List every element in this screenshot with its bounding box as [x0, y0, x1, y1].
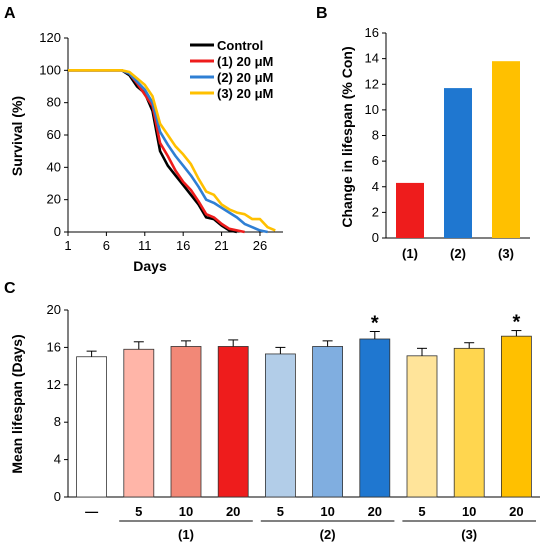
panel-c-significance-mark: * [371, 313, 379, 335]
panel-b-ytick-label: 6 [372, 153, 379, 168]
panel-b-xtick-label: (1) [402, 246, 418, 261]
panel-c-xtick-label: 10 [179, 504, 193, 519]
panel-a-series-line-4 [68, 69, 276, 232]
panel-b-bar [396, 182, 424, 238]
panel-c-group-label: (1) [178, 527, 194, 542]
panel-a-xtick-label: 6 [103, 238, 110, 253]
panel-label-a: A [4, 5, 16, 22]
panel-b-ytick-label: 10 [365, 102, 379, 117]
panel-a-ytick-label: 120 [39, 30, 61, 45]
panel-c-bar [264, 353, 296, 498]
panel-a-xlabel: Days [133, 258, 167, 274]
panel-a-xtick-label: 26 [253, 238, 267, 253]
panel-b-ytick-label: 2 [372, 204, 379, 219]
panel-b-xtick-label: (3) [498, 246, 514, 261]
panel-c-xtick-label: 20 [226, 504, 240, 519]
panel-c-xtick-label: 10 [462, 504, 476, 519]
panel-c-ylabel: Mean lifespan (Days) [9, 334, 25, 473]
panel-a-xtick-label: 16 [176, 238, 190, 253]
panel-b-ytick-label: 4 [372, 179, 379, 194]
panel-c-ytick-label: 12 [47, 377, 61, 392]
panel-c-bar [76, 356, 107, 498]
panel-b-bars: (1) (2) (3) [396, 61, 520, 261]
panel-a-legend-label: (1) 20 μM [217, 54, 273, 69]
panel-c-bar [217, 346, 249, 498]
panel-a-ytick-label: 100 [39, 62, 61, 77]
panel-a-legend: Control(1) 20 μM(2) 20 μM(3) 20 μM [190, 38, 273, 101]
panel-c-bar [170, 346, 202, 498]
panel-a-legend-label: (2) 20 μM [217, 70, 273, 85]
panel-b-ytick-label: 8 [372, 128, 379, 143]
panel-a-xtick-label: 21 [214, 238, 228, 253]
panel-b-xtick-label: (2) [450, 246, 466, 261]
panel-label-c: C [4, 280, 16, 297]
panel-a-legend-label: (3) 20 μM [217, 86, 273, 101]
panel-c-group-label: (3) [461, 527, 477, 542]
panel-b: B 0 2 4 6 8 10 12 14 16 Change in lifespan (% Co… [316, 5, 530, 261]
panel-c-ytick-label: 16 [47, 339, 61, 354]
panel-b-bar [492, 61, 520, 238]
panel-c-ytick-label: 8 [54, 414, 61, 429]
panel-a-xtick-label: 1 [64, 238, 71, 253]
panel-c-bar [359, 338, 391, 498]
panel-c-ytick-label: 4 [54, 452, 61, 467]
panel-c-xtick-label: 10 [320, 504, 334, 519]
panel-a-ytick-label: 40 [47, 159, 61, 174]
panel-c-ytick-label: 0 [54, 489, 61, 504]
panel-c-ytick-label: 20 [47, 302, 61, 317]
panel-c-bars: — 5 10 20 5 10 * 20 5 10 * 20 (1) (2) (3) [76, 312, 536, 542]
panel-c-bar [500, 335, 532, 498]
panel-a-xtick-label: 11 [138, 238, 152, 253]
panel-c: C 0 4 8 12 16 20 Mean lifespan (Days) — 5 10 20 5… [4, 280, 540, 542]
panel-c-significance-mark: * [513, 312, 521, 334]
panel-c-bar [123, 348, 155, 498]
panel-b-ytick-label: 0 [372, 230, 379, 245]
panel-a-ytick-label: 20 [47, 192, 61, 207]
panel-c-xtick-label: 5 [418, 504, 425, 519]
panel-a-ylabel: Survival (%) [9, 96, 25, 176]
panel-c-xtick-label: 5 [135, 504, 142, 519]
panel-c-xtick-label: 20 [368, 504, 382, 519]
panel-b-ylabel: Change in lifespan (% Con) [339, 46, 355, 227]
panel-a-series-line-3 [68, 69, 268, 234]
panel-c-xtick-label: 5 [277, 504, 284, 519]
panel-a-legend-label: Control [217, 38, 263, 53]
panel-c-xtick-label: 20 [509, 504, 523, 519]
panel-b-ytick-label: 12 [365, 76, 379, 91]
panel-label-b: B [316, 5, 328, 22]
panel-a-ytick-label: 0 [54, 224, 61, 239]
panel-c-bar [312, 346, 344, 498]
panel-a-series [68, 69, 276, 234]
panel-c-bar [453, 347, 485, 498]
panel-b-axes: 0 2 4 6 8 10 12 14 16 [365, 25, 530, 245]
panel-b-ytick-label: 14 [365, 51, 379, 66]
panel-b-bar [444, 88, 472, 238]
panel-c-xtick-label: — [85, 504, 98, 519]
panel-c-bar [406, 355, 438, 498]
panel-c-group-label: (2) [320, 527, 336, 542]
panel-a-ytick-label: 60 [47, 127, 61, 142]
panel-a-ytick-label: 80 [47, 95, 61, 110]
panel-b-ytick-label: 16 [365, 25, 379, 40]
